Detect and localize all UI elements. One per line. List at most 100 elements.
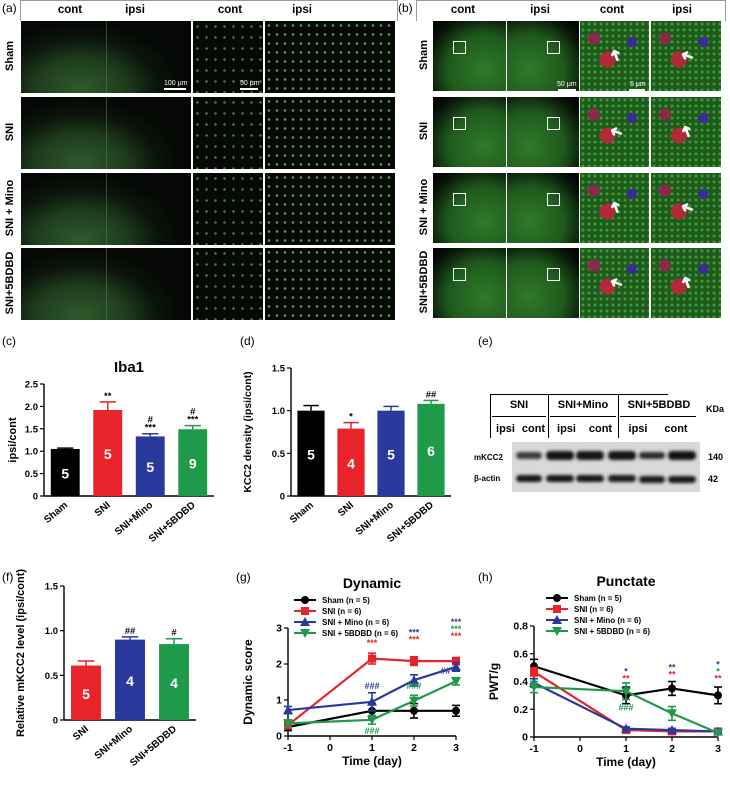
data-point xyxy=(530,667,538,676)
y-tick-label: 1.0 xyxy=(272,406,285,417)
arrow-icon: ➜ xyxy=(607,272,626,293)
bar xyxy=(115,639,145,720)
significance-mark: *** xyxy=(367,638,378,648)
arrow-icon: ➜ xyxy=(605,197,627,217)
roi-box xyxy=(453,193,466,206)
panel-c-label: (c) xyxy=(2,334,16,348)
x-tick-label: 3 xyxy=(715,743,721,755)
arrow-icon: ➜ xyxy=(607,121,626,142)
data-point xyxy=(452,657,460,666)
x-tick-label: -1 xyxy=(529,743,538,755)
x-tick-label: 1 xyxy=(369,742,375,754)
data-point xyxy=(283,719,293,729)
kda-header: KDa xyxy=(706,404,725,414)
data-point xyxy=(621,687,631,697)
row-label-a: SNI + Mino xyxy=(4,179,16,237)
micrograph-kcc2-section xyxy=(433,173,506,243)
significance-mark: * xyxy=(716,667,720,677)
micrograph-iba1-zoom-cont xyxy=(193,97,263,169)
y-axis-label: Relative mKCC2 level (ipsi/cont) xyxy=(15,569,27,737)
col-header-a-cont-left: cont xyxy=(57,4,83,16)
micrograph-kcc2-section xyxy=(433,248,506,318)
arrow-icon: ➜ xyxy=(678,197,697,218)
data-point xyxy=(668,684,676,693)
data-point xyxy=(529,683,539,693)
series-line xyxy=(533,665,719,697)
legend-label: SNI + 5BDBD (n = 6) xyxy=(322,629,398,638)
bar xyxy=(297,410,325,496)
band-mkcc2 xyxy=(546,451,574,460)
significance-mark: # xyxy=(171,628,177,639)
band-label-mkcc2: mKCC2 xyxy=(474,453,503,462)
band-actin xyxy=(668,476,696,483)
y-tick-label: 0.5 xyxy=(25,469,39,480)
legend-marker xyxy=(300,617,310,626)
scale-bar xyxy=(558,89,576,91)
significance-mark: # xyxy=(190,407,196,418)
chart-mkcc2-level: Relative mKCC2 level (ipsi/cont) 0 0.5 1.0 1… xyxy=(15,569,196,769)
band-actin xyxy=(576,475,604,482)
scale-bar-label: 50 μm xyxy=(557,81,577,88)
micrograph-iba1-zoom-cont xyxy=(193,173,263,245)
bar-n-label: 9 xyxy=(189,456,197,472)
chart-title: Dynamic xyxy=(343,575,402,591)
series-line xyxy=(533,685,719,734)
y-axis-label: ipsi/cont xyxy=(7,417,19,463)
micrograph-kcc2-zoom: ➜ xyxy=(580,97,649,167)
roi-box xyxy=(453,268,466,281)
series-line xyxy=(287,665,457,712)
bar xyxy=(337,428,365,496)
row-label-b: Sham xyxy=(418,40,430,70)
x-tick-label: -1 xyxy=(283,742,292,754)
y-axis-label: Dynamic score xyxy=(241,639,255,725)
x-tick-label: 3 xyxy=(453,742,459,754)
x-tick-label: SNI+5BDBD xyxy=(128,724,179,769)
data-point xyxy=(667,725,677,735)
blot-group-sni-mino: SNI+Mino xyxy=(557,399,609,411)
significance-mark: ** xyxy=(668,669,676,679)
micrograph-iba1-zoom-ipsi xyxy=(265,97,395,169)
legend-marker xyxy=(301,596,309,604)
roi-box xyxy=(547,41,560,54)
significance-mark: *** xyxy=(451,631,462,641)
micrograph-kcc2-zoom: ➜ xyxy=(580,248,649,318)
y-tick-label: 0.5 xyxy=(45,671,59,682)
chart-title: Punctate xyxy=(596,573,655,589)
data-point xyxy=(667,709,677,719)
micrograph-kcc2-zoom: ➜ xyxy=(580,21,649,91)
blot-lane-label: cont xyxy=(664,423,688,435)
bar-n-label: 5 xyxy=(61,465,69,481)
band-actin xyxy=(639,476,665,483)
significance-mark: ** xyxy=(622,674,630,684)
scale-bar xyxy=(240,88,258,90)
significance-mark: * xyxy=(624,667,628,677)
x-axis-label: Time (day) xyxy=(342,754,402,768)
significance-mark: ### xyxy=(364,681,379,691)
y-tick-label: 1 xyxy=(276,695,282,707)
bar-n-label: 5 xyxy=(387,446,395,462)
significance-mark: ## xyxy=(426,389,437,400)
y-tick-label: 2.5 xyxy=(25,380,39,391)
micrograph-iba1-section xyxy=(21,97,191,169)
data-point xyxy=(410,657,418,666)
x-tick-label: SNI xyxy=(336,500,356,519)
legend-marker xyxy=(553,605,561,613)
micrograph-iba1-section xyxy=(21,21,191,93)
band-actin xyxy=(608,475,636,482)
micrograph-kcc2-zoom: ➜ xyxy=(651,248,721,318)
data-point xyxy=(410,706,418,715)
y-tick-label: 1.0 xyxy=(45,626,58,637)
x-tick-label: SNI+Mino xyxy=(113,500,155,538)
x-tick-label: SNI+5BDBD xyxy=(147,500,198,545)
y-tick-label: 2.0 xyxy=(25,402,38,413)
panel-e-label: (e) xyxy=(478,334,493,348)
micrograph-kcc2-section xyxy=(433,21,506,91)
legend-label: Sham (n = 5) xyxy=(322,596,370,605)
legend-label: Sham (n = 5) xyxy=(574,594,622,603)
y-tick-label: 0 xyxy=(276,731,282,743)
scale-bar-label: 50 μm xyxy=(240,80,260,87)
micrograph-kcc2-zoom: ➜ xyxy=(651,97,721,167)
x-tick-label: SNI xyxy=(93,500,113,519)
band-label-actin: β-actin xyxy=(474,474,501,483)
